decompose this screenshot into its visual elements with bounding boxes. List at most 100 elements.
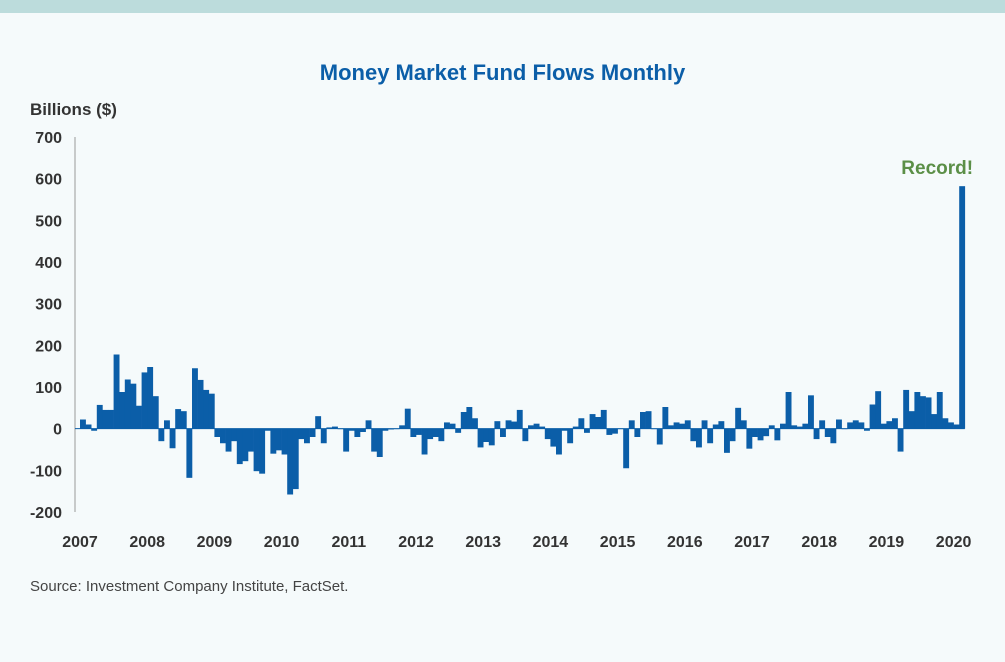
bar xyxy=(735,407,742,429)
source-note: Source: Investment Company Institute, Fa… xyxy=(30,578,349,595)
bar xyxy=(696,428,702,448)
bar xyxy=(242,428,249,462)
bar xyxy=(673,422,680,429)
bar xyxy=(147,367,154,429)
bar xyxy=(595,417,602,429)
y-tick-label: 300 xyxy=(35,297,62,314)
bar xyxy=(707,428,714,444)
bar xyxy=(533,423,540,429)
bar xyxy=(472,418,478,429)
bar xyxy=(304,428,310,444)
bar xyxy=(180,411,187,429)
bar xyxy=(421,428,428,455)
bar xyxy=(522,428,529,442)
bar xyxy=(897,428,904,452)
x-tick-label: 2011 xyxy=(331,534,366,551)
bar xyxy=(718,421,725,429)
bar xyxy=(399,425,406,429)
bar xyxy=(600,409,607,429)
bar xyxy=(864,428,870,431)
bar xyxy=(836,419,842,429)
bar xyxy=(959,186,966,429)
bar xyxy=(634,428,641,437)
bar xyxy=(119,392,126,429)
bar xyxy=(141,372,148,429)
y-axis-label: Billions ($) xyxy=(30,100,117,119)
bar xyxy=(85,424,92,429)
bar xyxy=(102,409,109,429)
bar xyxy=(488,428,495,446)
bar xyxy=(460,412,467,429)
bar xyxy=(774,428,781,441)
y-tick-label: -200 xyxy=(30,505,62,522)
y-tick-label: 600 xyxy=(35,172,62,189)
x-tick-label: 2019 xyxy=(869,534,905,551)
bar xyxy=(220,428,226,444)
bar xyxy=(550,428,557,447)
y-tick-label: 400 xyxy=(35,255,62,272)
x-tick-group: 2007 2008 2009 2010 2011 2012 2013 2014 2015 2016… xyxy=(62,534,971,551)
bar xyxy=(466,407,473,429)
bar xyxy=(920,396,926,429)
bar xyxy=(203,389,210,429)
bar xyxy=(225,428,232,452)
bar xyxy=(847,422,854,429)
bar xyxy=(712,424,719,429)
x-tick-label: 2020 xyxy=(936,534,972,551)
bar xyxy=(477,428,484,448)
bar xyxy=(567,428,574,444)
bar xyxy=(796,426,803,429)
bar xyxy=(175,409,182,429)
bar xyxy=(953,424,960,429)
bar xyxy=(886,421,893,429)
bar xyxy=(645,411,652,429)
bar xyxy=(236,428,243,465)
bar xyxy=(768,425,775,429)
bar xyxy=(91,428,98,431)
bar xyxy=(449,423,456,429)
bar xyxy=(690,428,697,442)
bar xyxy=(656,428,663,445)
bar xyxy=(427,428,434,440)
x-tick-label: 2013 xyxy=(465,534,501,551)
y-tick-label: 200 xyxy=(35,338,62,355)
bar xyxy=(320,428,327,444)
bar xyxy=(315,416,322,429)
bar xyxy=(326,427,333,429)
bar xyxy=(679,423,686,429)
bar xyxy=(544,428,551,440)
bar xyxy=(158,428,165,442)
chart-title: Money Market Fund Flows Monthly xyxy=(319,60,686,85)
bar xyxy=(259,428,266,474)
bar xyxy=(253,428,260,472)
bar xyxy=(416,428,422,435)
bar xyxy=(152,396,159,429)
bar xyxy=(371,428,378,452)
bar xyxy=(410,428,417,437)
bar xyxy=(925,397,932,429)
bar xyxy=(908,411,915,429)
x-tick-label: 2009 xyxy=(197,534,233,551)
bar xyxy=(819,420,826,429)
bar xyxy=(808,395,814,429)
bar xyxy=(606,428,613,435)
bar xyxy=(164,420,170,429)
bar-series xyxy=(80,186,966,495)
bar xyxy=(623,428,630,469)
bar xyxy=(914,392,921,429)
bar xyxy=(556,428,562,455)
bar xyxy=(231,428,238,442)
bar xyxy=(208,393,215,429)
bar xyxy=(432,428,439,437)
bar xyxy=(729,428,736,442)
bar xyxy=(684,420,691,429)
bar xyxy=(516,409,523,429)
bar xyxy=(292,428,299,490)
bar xyxy=(746,428,753,449)
bar xyxy=(757,428,764,441)
bar xyxy=(298,428,305,440)
bar xyxy=(281,428,288,455)
bar xyxy=(875,391,882,429)
bar xyxy=(214,428,221,437)
bar xyxy=(584,428,590,433)
